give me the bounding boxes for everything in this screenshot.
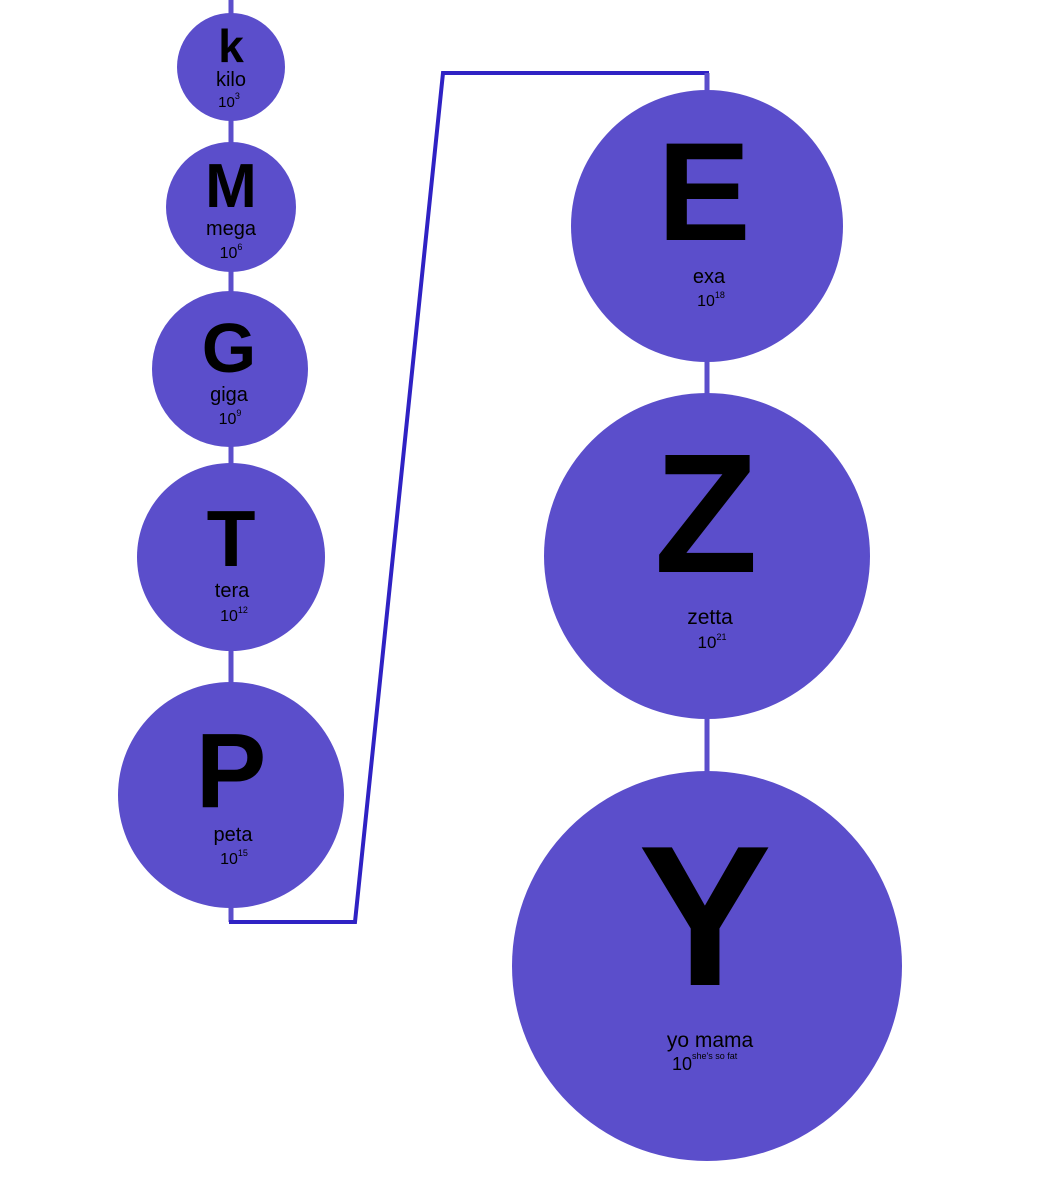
prefix-circle-yo-mama xyxy=(512,771,902,1161)
power-base-zetta: 10 xyxy=(698,633,717,652)
prefix-power-zetta: 1021 xyxy=(698,632,727,652)
prefix-circle-kilo xyxy=(177,13,285,121)
power-base-mega: 10 xyxy=(220,245,238,262)
power-base-exa: 10 xyxy=(697,293,715,310)
prefix-power-exa: 1018 xyxy=(697,290,725,310)
prefix-power-mega: 106 xyxy=(220,242,243,262)
prefix-node-tera: T tera 1012 xyxy=(137,463,325,651)
power-base-tera: 10 xyxy=(220,608,238,625)
prefix-name-exa: exa xyxy=(693,266,726,288)
power-exponent-giga: 9 xyxy=(236,408,241,418)
prefix-power-yo-mama: 10she's so fat xyxy=(672,1051,738,1074)
prefix-symbol-mega: M xyxy=(205,152,257,221)
prefix-node-exa: E exa 1018 xyxy=(571,90,843,362)
prefix-node-peta: P peta 1015 xyxy=(118,682,344,908)
power-exponent-peta: 15 xyxy=(238,848,248,858)
power-exponent-zetta: 21 xyxy=(716,632,726,642)
power-base-peta: 10 xyxy=(220,851,238,868)
power-base-kilo: 10 xyxy=(218,94,235,111)
power-exponent-exa: 18 xyxy=(715,290,725,300)
prefix-node-yo-mama: Y yo mama 10she's so fat xyxy=(512,771,902,1161)
prefix-name-tera: tera xyxy=(215,580,250,602)
prefix-name-mega: mega xyxy=(206,218,257,240)
prefix-circle-giga xyxy=(152,291,308,447)
prefix-name-peta: peta xyxy=(214,824,254,846)
prefix-symbol-yo-mama: Y xyxy=(638,805,771,1028)
power-base-yo-mama: 10 xyxy=(672,1054,692,1074)
prefix-symbol-kilo: k xyxy=(218,20,244,72)
prefix-power-peta: 1015 xyxy=(220,848,248,868)
prefix-node-kilo: k kilo 103 xyxy=(177,13,285,121)
prefix-power-kilo: 103 xyxy=(218,91,240,111)
prefix-name-yo-mama: yo mama xyxy=(667,1029,754,1052)
prefix-name-zetta: zetta xyxy=(687,606,733,629)
prefix-symbol-tera: T xyxy=(207,494,256,583)
power-exponent-tera: 12 xyxy=(238,605,248,615)
prefix-symbol-giga: G xyxy=(202,309,256,387)
prefix-power-giga: 109 xyxy=(219,408,242,428)
prefix-power-tera: 1012 xyxy=(220,605,248,625)
prefix-symbol-exa: E xyxy=(657,113,750,270)
prefix-symbol-zetta: Z xyxy=(654,419,758,609)
column-bridge-connector xyxy=(229,71,709,924)
prefix-circle-mega xyxy=(166,142,296,272)
power-exponent-kilo: 3 xyxy=(235,91,240,101)
power-exponent-yo-mama: she's so fat xyxy=(692,1051,738,1061)
prefix-node-giga: G giga 109 xyxy=(152,291,308,447)
prefix-node-mega: M mega 106 xyxy=(166,142,296,272)
power-base-giga: 10 xyxy=(219,411,237,428)
prefix-node-zetta: Z zetta 1021 xyxy=(544,393,870,719)
prefix-circle-peta xyxy=(118,682,344,908)
power-exponent-mega: 6 xyxy=(237,242,242,252)
prefix-name-kilo: kilo xyxy=(216,69,246,91)
prefix-circle-tera xyxy=(137,463,325,651)
prefix-circle-exa xyxy=(571,90,843,362)
prefix-name-giga: giga xyxy=(210,384,249,406)
prefix-symbol-peta: P xyxy=(196,712,267,830)
prefix-circle-zetta xyxy=(544,393,870,719)
